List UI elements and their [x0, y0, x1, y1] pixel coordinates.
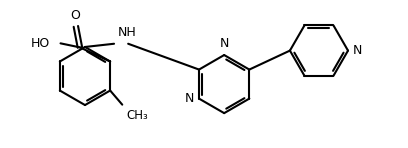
Text: HO: HO: [31, 37, 51, 50]
Text: N: N: [353, 44, 362, 57]
Text: NH: NH: [117, 26, 136, 39]
Text: CH₃: CH₃: [126, 109, 148, 122]
Text: O: O: [70, 9, 80, 22]
Text: N: N: [220, 37, 229, 50]
Text: N: N: [185, 92, 194, 105]
